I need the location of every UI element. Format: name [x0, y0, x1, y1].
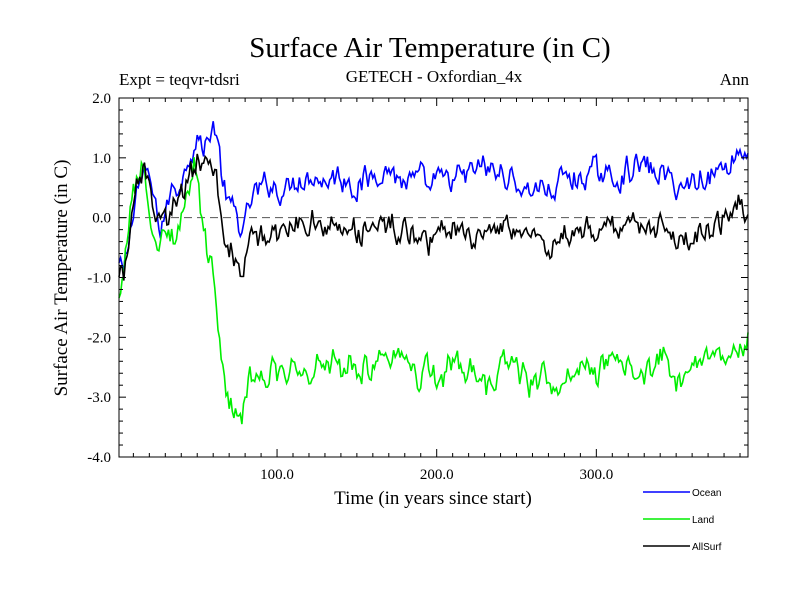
series-line-allsurf — [118, 153, 749, 281]
y-tick-label: 0.0 — [92, 211, 111, 227]
x-tick-label: 300.0 — [579, 467, 613, 483]
y-tick-label: -4.0 — [87, 450, 111, 466]
y-tick-label: -1.0 — [87, 271, 111, 287]
legend-label-allsurf: AllSurf — [692, 542, 722, 553]
y-axis-label: Surface Air Temperature (in C) — [51, 160, 72, 397]
season-label: Ann — [720, 70, 750, 89]
legend: Ocean Land AllSurf — [643, 488, 722, 553]
x-axis-label: Time (in years since start) — [334, 488, 532, 509]
experiment-label: Expt = teqvr-tdsri — [119, 70, 240, 89]
y-tick-label: 1.0 — [92, 151, 111, 167]
x-tick-label: 100.0 — [260, 467, 294, 483]
chart-subtitle: GETECH - Oxfordian_4x — [346, 67, 523, 86]
series-line-land — [118, 157, 749, 425]
y-tick-label: 2.0 — [92, 91, 111, 107]
x-tick-label: 200.0 — [420, 467, 454, 483]
y-tick-label: -2.0 — [87, 330, 111, 346]
legend-label-ocean: Ocean — [692, 488, 721, 499]
series-line-ocean — [118, 121, 749, 271]
chart-title: Surface Air Temperature (in C) — [249, 32, 610, 64]
y-tick-label: -3.0 — [87, 390, 111, 406]
legend-label-land: Land — [692, 515, 714, 526]
plot-area: 2.0 1.0 0.0 -1.0 -2.0 -3.0 -4.0 100.0 200.0 300.0 — [87, 91, 749, 483]
